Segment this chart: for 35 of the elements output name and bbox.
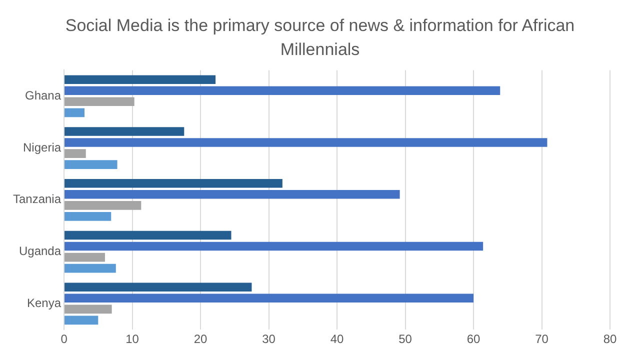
- y-tick-label: Uganda: [18, 244, 62, 258]
- bar: [64, 242, 484, 251]
- bar: [64, 212, 112, 221]
- x-tick-label: 10: [126, 332, 140, 346]
- y-tick-label: Ghana: [25, 88, 62, 102]
- bar: [64, 190, 400, 199]
- y-tick-label: Kenya: [27, 296, 62, 310]
- x-tick-label: 80: [603, 332, 617, 346]
- x-tick-label: 30: [262, 332, 276, 346]
- x-tick-label: 20: [194, 332, 208, 346]
- bar: [64, 86, 500, 96]
- x-tick-label: 70: [535, 332, 549, 346]
- x-tick-label: 0: [60, 332, 68, 346]
- bar: [64, 201, 142, 210]
- x-tick-label: 50: [398, 332, 412, 346]
- bar: [64, 97, 134, 106]
- bar: [64, 316, 98, 325]
- y-tick-label: Tanzania: [12, 192, 62, 206]
- bar: [64, 178, 282, 188]
- bar: [64, 294, 474, 303]
- bar: [64, 127, 184, 136]
- bar: [64, 75, 216, 84]
- bar: [64, 264, 116, 273]
- x-tick-label: 60: [466, 332, 481, 346]
- y-tick-label: Nigeria: [23, 140, 62, 154]
- bar: [64, 282, 252, 292]
- chart-title: Social Media is the primary source of news & information for African Millennials: [64, 15, 576, 61]
- bar: [64, 252, 105, 262]
- bar: [64, 149, 86, 158]
- bar: [64, 138, 548, 147]
- x-tick-label: 40: [330, 332, 344, 346]
- bar: [64, 108, 85, 118]
- bar: [64, 304, 112, 314]
- bar: [64, 160, 118, 169]
- bar: [64, 230, 232, 240]
